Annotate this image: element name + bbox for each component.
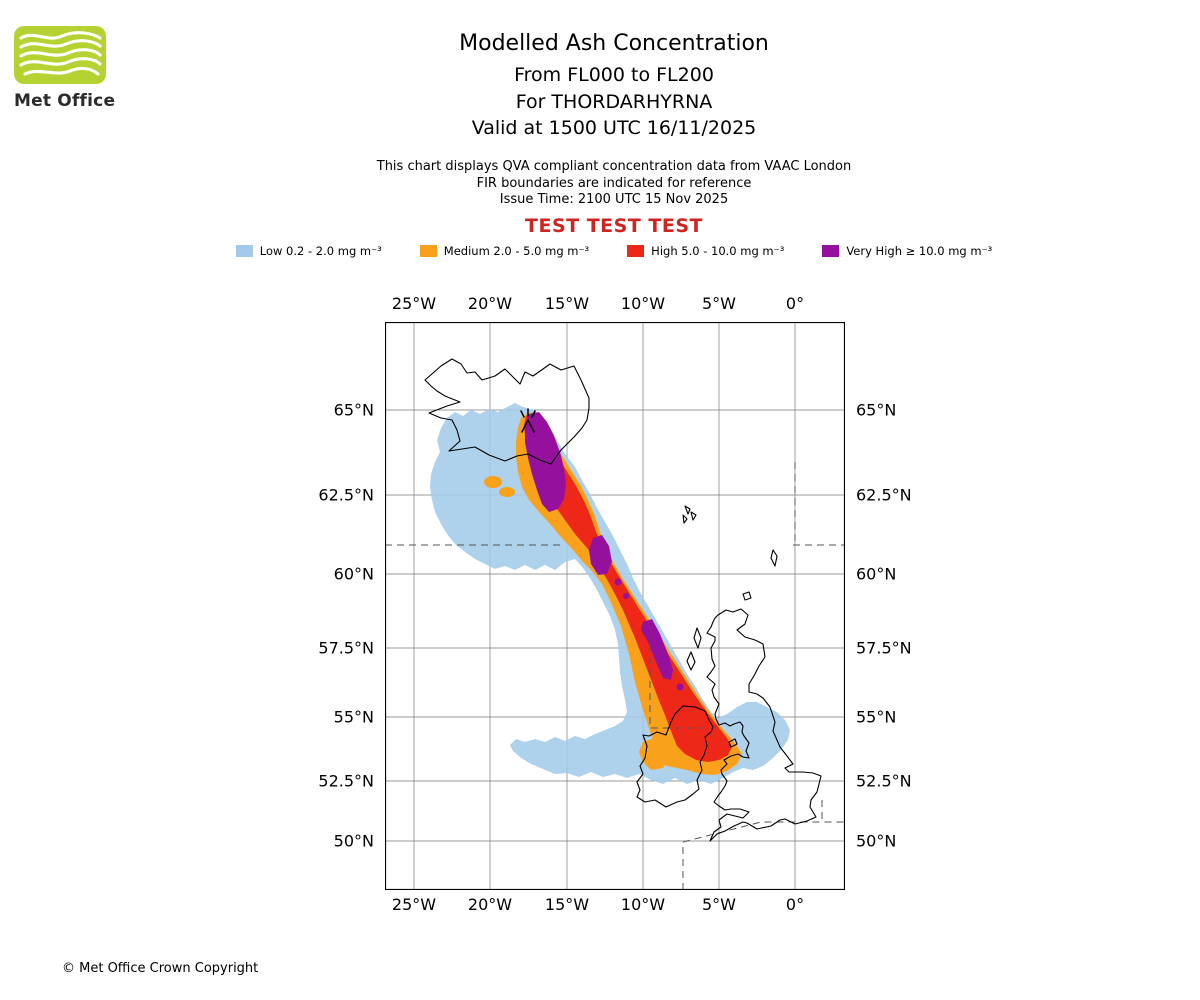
legend-label-high: High 5.0 - 10.0 mg m⁻³ — [651, 244, 785, 258]
lat-label-right-5: 52.5°N — [856, 771, 912, 791]
page-title: Modelled Ash Concentration — [459, 31, 769, 56]
lon-label-bottom-3: 10°W — [620, 895, 666, 914]
legend-label-medium: Medium 2.0 - 5.0 mg m⁻³ — [443, 244, 590, 258]
legend-item-high: High 5.0 - 10.0 mg m⁻³ — [627, 244, 784, 258]
lon-label-bottom-0: 25°W — [391, 895, 437, 914]
lat-label-right-4: 55°N — [856, 707, 897, 727]
lat-label-left-2: 60°N — [333, 564, 374, 584]
test-banner: TEST TEST TEST — [525, 215, 703, 237]
ireland-coastline — [636, 705, 714, 808]
legend-item-very-high: Very High ≥ 10.0 mg m⁻³ — [822, 244, 992, 258]
lat-label-left-5: 52.5°N — [318, 771, 374, 791]
lon-label-top-5: 0° — [785, 294, 805, 313]
great-britain-coastline — [706, 608, 822, 842]
met-office-logo: Met Office — [14, 26, 124, 111]
lat-label-right-2: 60°N — [856, 564, 897, 584]
logo-wave-lines — [19, 31, 102, 76]
lon-label-top-0: 25°W — [391, 294, 437, 313]
lon-label-bottom-4: 5°W — [702, 895, 736, 914]
legend-label-low: Low 0.2 - 2.0 mg m⁻³ — [259, 244, 382, 258]
volcano-marker — [520, 408, 536, 433]
legend-swatch-high — [627, 245, 645, 257]
volcano-line: For THORDARHYRNA — [515, 91, 713, 113]
lon-label-top-3: 10°W — [620, 294, 666, 313]
small-islands — [682, 505, 778, 748]
met-office-logo-mark — [14, 26, 106, 84]
ash-map — [385, 322, 845, 890]
legend-swatch-low — [235, 245, 253, 257]
coastlines — [424, 358, 822, 842]
map-border — [385, 322, 845, 890]
flight-level-line: From FL000 to FL200 — [514, 64, 714, 86]
lat-label-left-1: 62.5°N — [318, 485, 374, 505]
iceland-coastline — [424, 358, 590, 465]
legend-label-very-high: Very High ≥ 10.0 mg m⁻³ — [846, 244, 993, 258]
lat-label-left-3: 57.5°N — [318, 638, 374, 658]
lon-label-top-1: 20°W — [467, 294, 513, 313]
lon-label-top-4: 5°W — [702, 294, 736, 313]
lon-label-bottom-5: 0° — [785, 895, 805, 914]
lat-label-right-1: 62.5°N — [856, 485, 912, 505]
legend-swatch-very-high — [822, 245, 840, 257]
issue-time-line: Issue Time: 2100 UTC 15 Nov 2025 — [499, 192, 729, 207]
lat-label-left-6: 50°N — [333, 831, 374, 851]
lat-label-left-4: 55°N — [333, 707, 374, 727]
copyright-notice: © Met Office Crown Copyright — [62, 961, 259, 976]
lon-label-top-2: 15°W — [544, 294, 590, 313]
ash-plume-high — [524, 415, 732, 762]
lon-label-bottom-1: 20°W — [467, 895, 513, 914]
lat-label-right-3: 57.5°N — [856, 638, 912, 658]
lat-label-right-0: 65°N — [856, 400, 897, 420]
qva-note-line: This chart displays QVA compliant concen… — [376, 159, 852, 174]
met-office-logo-text: Met Office — [14, 91, 116, 111]
lat-label-left-0: 65°N — [333, 400, 374, 420]
legend-item-low: Low 0.2 - 2.0 mg m⁻³ — [235, 244, 382, 258]
lat-label-right-6: 50°N — [856, 831, 897, 851]
legend: Low 0.2 - 2.0 mg m⁻³ Medium 2.0 - 5.0 mg … — [14, 244, 1200, 258]
fir-note-line: FIR boundaries are indicated for referen… — [476, 176, 752, 191]
lon-label-bottom-2: 15°W — [544, 895, 590, 914]
legend-item-medium: Medium 2.0 - 5.0 mg m⁻³ — [419, 244, 590, 258]
valid-time-line: Valid at 1500 UTC 16/11/2025 — [471, 117, 757, 139]
legend-swatch-medium — [419, 245, 437, 257]
